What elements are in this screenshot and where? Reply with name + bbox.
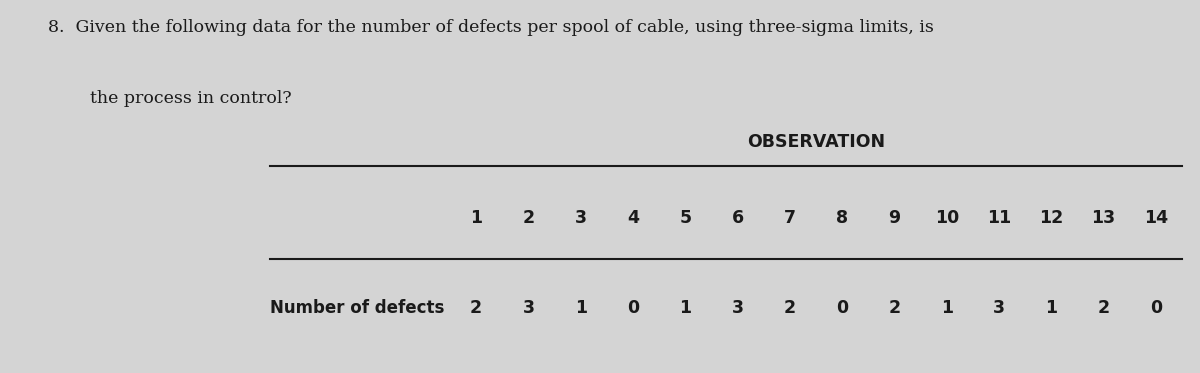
Text: 7: 7 xyxy=(784,209,796,227)
Text: 1: 1 xyxy=(1045,299,1057,317)
Text: OBSERVATION: OBSERVATION xyxy=(746,133,886,151)
Text: 2: 2 xyxy=(888,299,900,317)
Text: 2: 2 xyxy=(1098,299,1110,317)
Text: 0: 0 xyxy=(1150,299,1162,317)
Text: 3: 3 xyxy=(575,209,587,227)
Text: 1: 1 xyxy=(575,299,587,317)
Text: 2: 2 xyxy=(784,299,796,317)
Text: 2: 2 xyxy=(522,209,534,227)
Text: 8: 8 xyxy=(836,209,848,227)
Text: 13: 13 xyxy=(1092,209,1116,227)
Text: 1: 1 xyxy=(470,209,482,227)
Text: 1: 1 xyxy=(941,299,953,317)
Text: 12: 12 xyxy=(1039,209,1063,227)
Text: 8.  Given the following data for the number of defects per spool of cable, using: 8. Given the following data for the numb… xyxy=(48,19,934,36)
Text: 9: 9 xyxy=(888,209,900,227)
Text: 11: 11 xyxy=(986,209,1012,227)
Text: 14: 14 xyxy=(1144,209,1168,227)
Text: 6: 6 xyxy=(732,209,744,227)
Text: 5: 5 xyxy=(679,209,691,227)
Text: 1: 1 xyxy=(679,299,691,317)
Text: 3: 3 xyxy=(522,299,534,317)
Text: 3: 3 xyxy=(732,299,744,317)
Text: 0: 0 xyxy=(836,299,848,317)
Text: the process in control?: the process in control? xyxy=(90,90,292,107)
Text: Number of defects: Number of defects xyxy=(270,299,444,317)
Text: 3: 3 xyxy=(994,299,1006,317)
Text: 10: 10 xyxy=(935,209,959,227)
Text: 0: 0 xyxy=(626,299,640,317)
Text: 2: 2 xyxy=(470,299,482,317)
Text: 4: 4 xyxy=(628,209,640,227)
